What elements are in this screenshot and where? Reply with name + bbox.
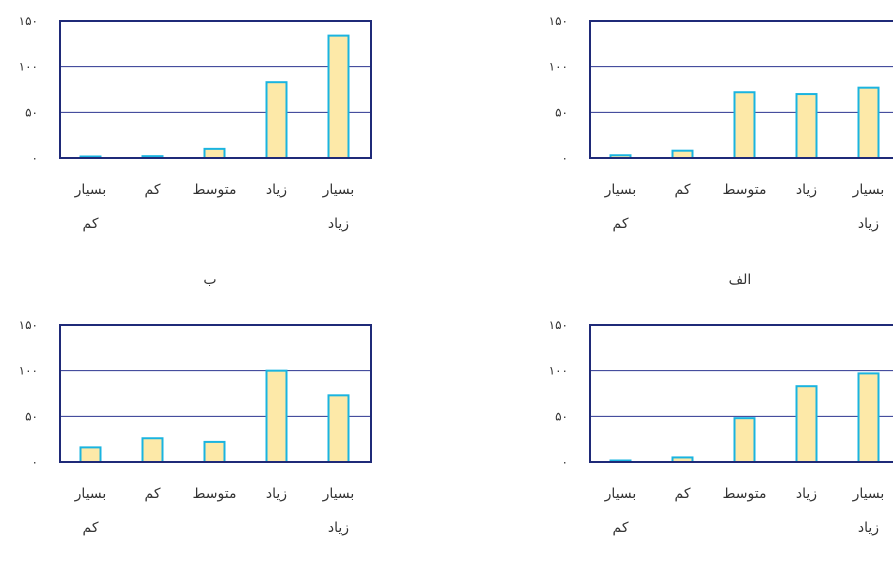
plot-frame bbox=[59, 324, 372, 463]
bar bbox=[265, 81, 288, 159]
y-tick-label: ۱۰۰ bbox=[19, 60, 38, 74]
x-tick-label: زیاد bbox=[266, 486, 287, 502]
y-tick-label: ۱۰۰ bbox=[19, 364, 38, 378]
y-tick-label: ۰ bbox=[32, 455, 38, 469]
chart-panel-3: ۰ ۵۰ ۱۰۰ ۱۵۰ بسیار کم کم متوسط زیاد بسیار زیاد ت bbox=[19, 318, 372, 578]
x-tick-label: کم bbox=[613, 520, 629, 536]
x-tick-label: بسیار bbox=[604, 486, 637, 502]
y-tick-label: ۱۰۰ bbox=[549, 60, 568, 74]
y-tick-label: ۵۰ bbox=[555, 409, 568, 423]
bar bbox=[795, 385, 818, 463]
plot-area bbox=[60, 21, 371, 158]
x-tick-label: زیاد bbox=[858, 520, 879, 536]
x-tick-label: بسیار bbox=[852, 182, 885, 198]
x-tick-label: زیاد bbox=[858, 216, 879, 232]
x-tick-label: کم bbox=[613, 216, 629, 232]
bar bbox=[79, 446, 102, 463]
panel-label: ب bbox=[203, 272, 216, 288]
y-tick-label: ۵۰ bbox=[555, 105, 568, 119]
x-tick-label: بسیار bbox=[322, 486, 355, 502]
x-tick-label: بسیار bbox=[74, 182, 107, 198]
bar bbox=[327, 394, 350, 463]
x-tick-label: زیاد bbox=[266, 182, 287, 198]
x-tick-label: متوسط bbox=[193, 182, 237, 198]
panel-label: الف bbox=[729, 272, 752, 288]
plot-frame bbox=[589, 20, 893, 159]
y-tick-label: ۱۵۰ bbox=[19, 318, 38, 332]
y-tick-label: ۱۵۰ bbox=[19, 14, 38, 28]
y-tick-label: ۰ bbox=[562, 151, 568, 165]
x-tick-label: بسیار bbox=[74, 486, 107, 502]
bar bbox=[265, 369, 288, 463]
chart-panel-2: ۰ ۵۰ ۱۰۰ ۱۵۰ بسیار کم کم متوسط زیاد بسیار زیاد پ bbox=[549, 318, 893, 578]
bar bbox=[733, 91, 756, 159]
x-tick-label: زیاد bbox=[328, 520, 349, 536]
x-tick-label: زیاد bbox=[796, 486, 817, 502]
panel-label: ت bbox=[203, 576, 216, 578]
bar bbox=[857, 372, 880, 464]
x-tick-label: کم bbox=[83, 216, 99, 232]
plot-frame bbox=[59, 20, 372, 159]
x-tick-label: بسیار bbox=[604, 182, 637, 198]
bar bbox=[857, 86, 880, 159]
x-tick-label: بسیار bbox=[322, 182, 355, 198]
y-tick-label: ۵۰ bbox=[25, 105, 38, 119]
y-tick-label: ۵۰ bbox=[25, 409, 38, 423]
x-tick-label: زیاد bbox=[328, 216, 349, 232]
plot-frame bbox=[589, 324, 893, 463]
bar bbox=[795, 93, 818, 159]
y-tick-label: ۱۰۰ bbox=[549, 364, 568, 378]
bar bbox=[671, 149, 694, 159]
y-tick-label: ۰ bbox=[562, 455, 568, 469]
chart-panel-1: ۰ ۵۰ ۱۰۰ ۱۵۰ بسیار کم کم متوسط زیاد بسیار زیاد ب bbox=[19, 14, 372, 288]
bar bbox=[141, 437, 164, 463]
x-tick-label: متوسط bbox=[193, 486, 237, 502]
bar bbox=[327, 34, 350, 159]
bar bbox=[203, 440, 226, 464]
y-tick-label: ۰ bbox=[32, 151, 38, 165]
x-tick-label: کم bbox=[145, 182, 161, 198]
x-tick-label: کم bbox=[145, 486, 161, 502]
x-tick-label: متوسط bbox=[723, 182, 767, 198]
x-tick-label: کم bbox=[675, 182, 691, 198]
x-tick-label: متوسط bbox=[723, 486, 767, 502]
bar bbox=[203, 147, 226, 160]
x-tick-label: زیاد bbox=[796, 182, 817, 198]
plot-area bbox=[60, 325, 371, 462]
x-tick-label: کم bbox=[83, 520, 99, 536]
x-tick-label: کم bbox=[675, 486, 691, 502]
bar bbox=[733, 417, 756, 464]
y-tick-label: ۱۵۰ bbox=[549, 14, 568, 28]
panel-label: پ bbox=[733, 576, 746, 578]
x-tick-label: بسیار bbox=[852, 486, 885, 502]
chart-panel-0: ۰ ۵۰ ۱۰۰ ۱۵۰ بسیار کم کم متوسط زیاد بسیار زیاد الف bbox=[549, 14, 893, 288]
y-tick-label: ۱۵۰ bbox=[549, 318, 568, 332]
